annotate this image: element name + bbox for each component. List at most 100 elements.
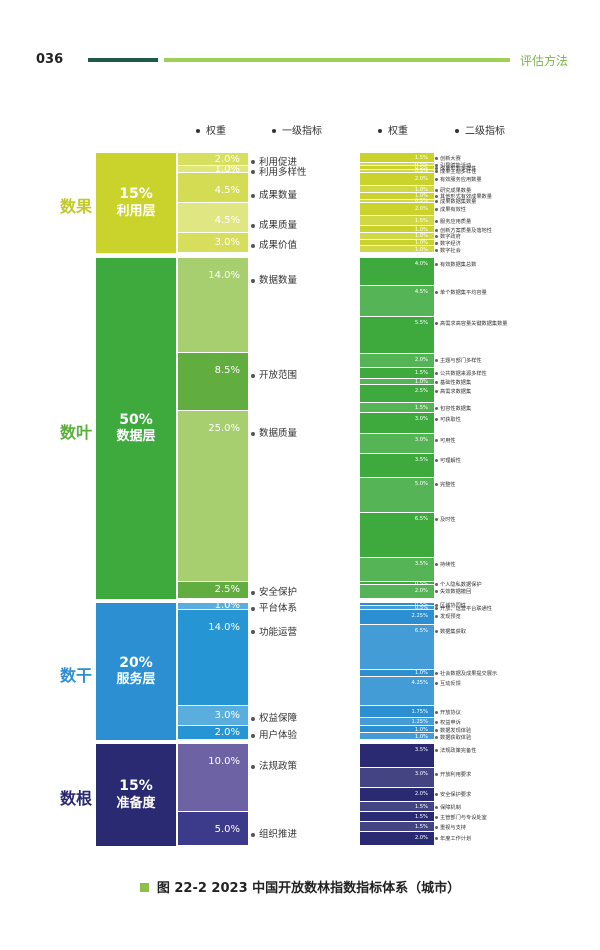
level2-label-text: 持续性 — [440, 561, 456, 568]
level2-label: 个人隐私数据保护 — [435, 581, 482, 588]
level2-label: 数据发现体验 — [435, 727, 471, 734]
bullet-icon — [272, 129, 276, 133]
level1-label: 功能运营 — [251, 624, 297, 638]
level2-weight: 4.0% — [414, 261, 428, 267]
level2-weight: 0.5% — [414, 601, 428, 608]
level1-block — [178, 258, 248, 354]
bullet-icon — [435, 672, 438, 676]
bullet-icon — [435, 517, 438, 521]
bullet-icon — [435, 178, 438, 181]
level2-weight: 1.0% — [414, 226, 428, 233]
level2-block — [360, 512, 434, 558]
level2-block — [360, 557, 434, 582]
level2-label: 创新方案质量及落地性 — [435, 227, 492, 234]
level2-block — [360, 454, 434, 479]
bullet-icon — [435, 195, 438, 199]
level2-label-text: 单个数据集平均容量 — [440, 289, 487, 296]
bullet-icon — [196, 129, 200, 133]
bullet-icon — [435, 793, 438, 797]
bullet-icon — [251, 716, 255, 721]
level2-label-text: 年度工作计划 — [440, 836, 472, 843]
level2-label: 数字经济 — [435, 240, 461, 247]
level1-weight: 3.0% — [214, 237, 240, 248]
level1-label: 组织推进 — [251, 826, 297, 840]
bullet-icon — [435, 805, 438, 809]
level2-block — [360, 402, 434, 413]
bullet-icon — [251, 590, 255, 595]
bullet-icon — [435, 735, 438, 739]
bullet-icon — [435, 438, 438, 442]
level2-weight: 0.5% — [414, 168, 428, 175]
level2-block — [360, 478, 434, 513]
level2-label-text: 有效服务应用数量 — [440, 177, 482, 183]
level1-block — [178, 726, 248, 740]
level1-block — [178, 812, 248, 846]
level1-label: 成果质量 — [251, 217, 297, 231]
level1-block — [178, 353, 248, 412]
level2-weight: 2.0% — [414, 176, 428, 182]
level1-label-text: 组织推进 — [259, 829, 298, 840]
level2-label-text: 高需求高容量关键数据集数量 — [440, 320, 508, 327]
level2-label: 完整性 — [435, 481, 456, 488]
level2-label: 开放利用要求 — [435, 771, 471, 778]
level1-weight: 14.0% — [208, 621, 240, 633]
level1-block — [178, 173, 248, 203]
level2-label-text: 其他形式有效成果数量 — [440, 194, 492, 201]
bullet-icon — [435, 607, 438, 611]
level2-block — [360, 199, 434, 203]
level1-label-text: 平台体系 — [259, 603, 298, 615]
level2-block — [360, 413, 434, 434]
level2-label: 研究成果数量 — [435, 187, 471, 194]
level2-weight: 1.5% — [414, 218, 428, 225]
layer-name: 利用层 — [116, 203, 156, 219]
level2-label: 公共数据来源多样性 — [435, 370, 487, 377]
level2-label-text: 成果形式多样性 — [440, 166, 477, 172]
level2-label: 可用性 — [435, 437, 456, 444]
level2-label: 高需求高容量关键数据集数量 — [435, 320, 507, 327]
level2-weight: 2.0% — [414, 357, 428, 364]
layer-name: 准备度 — [116, 795, 156, 811]
level2-label-text: 成果主题多样性 — [440, 169, 477, 176]
level2-weight: 5.0% — [414, 481, 428, 488]
bullet-icon — [435, 582, 438, 586]
level2-block — [360, 726, 434, 734]
level1-weight: 4.5% — [214, 215, 240, 226]
level1-label-text: 利用促进 — [259, 156, 298, 168]
level2-label-text: 数字经济 — [440, 241, 461, 247]
level2-block — [360, 163, 434, 167]
level2-label-text: 包容性数据集 — [440, 405, 472, 412]
level2-block — [360, 153, 434, 163]
level2-label-text: 研究成果数量 — [440, 187, 472, 194]
level1-label: 平台体系 — [251, 600, 297, 614]
level2-label: 主题与部门多样性 — [435, 357, 482, 364]
level1-weight: 1.0% — [214, 163, 240, 175]
bullet-icon — [435, 157, 438, 160]
bullet-icon — [435, 721, 438, 725]
bullet-icon — [435, 208, 438, 211]
bullet-icon — [435, 772, 438, 776]
level2-label: 可理解性 — [435, 457, 461, 464]
level1-block — [178, 609, 248, 706]
level1-block — [178, 203, 248, 233]
level2-weight: 0.5% — [414, 580, 428, 587]
level2-weight: 3.5% — [414, 747, 428, 753]
level1-label-text: 权益保障 — [259, 713, 298, 725]
level2-label: 有效服务应用数量 — [435, 176, 482, 183]
level2-weight: 1.5% — [414, 814, 428, 821]
bullet-icon — [251, 606, 255, 611]
level2-weight: 1.0% — [414, 733, 428, 740]
level2-weight: 3.0% — [414, 436, 428, 443]
level1-weight: 4.5% — [214, 185, 240, 196]
level2-label: 其他形式有效成果数量 — [435, 193, 492, 200]
level2-block — [360, 669, 434, 677]
level2-label: 及时性 — [435, 516, 456, 523]
bullet-icon — [435, 816, 438, 820]
column-header-level1: 一级指标 — [272, 122, 322, 137]
level1-weight: 25.0% — [208, 423, 240, 435]
figure-caption: 图 22-2 2023 中国开放数林指数指标体系（城市） — [0, 877, 600, 896]
level1-block — [178, 233, 248, 253]
level1-label-text: 成果价值 — [259, 240, 298, 251]
level2-weight: 0.5% — [414, 161, 428, 168]
layer-block: 20% 服务层 — [96, 603, 176, 740]
level1-weight: 5.0% — [214, 824, 240, 835]
